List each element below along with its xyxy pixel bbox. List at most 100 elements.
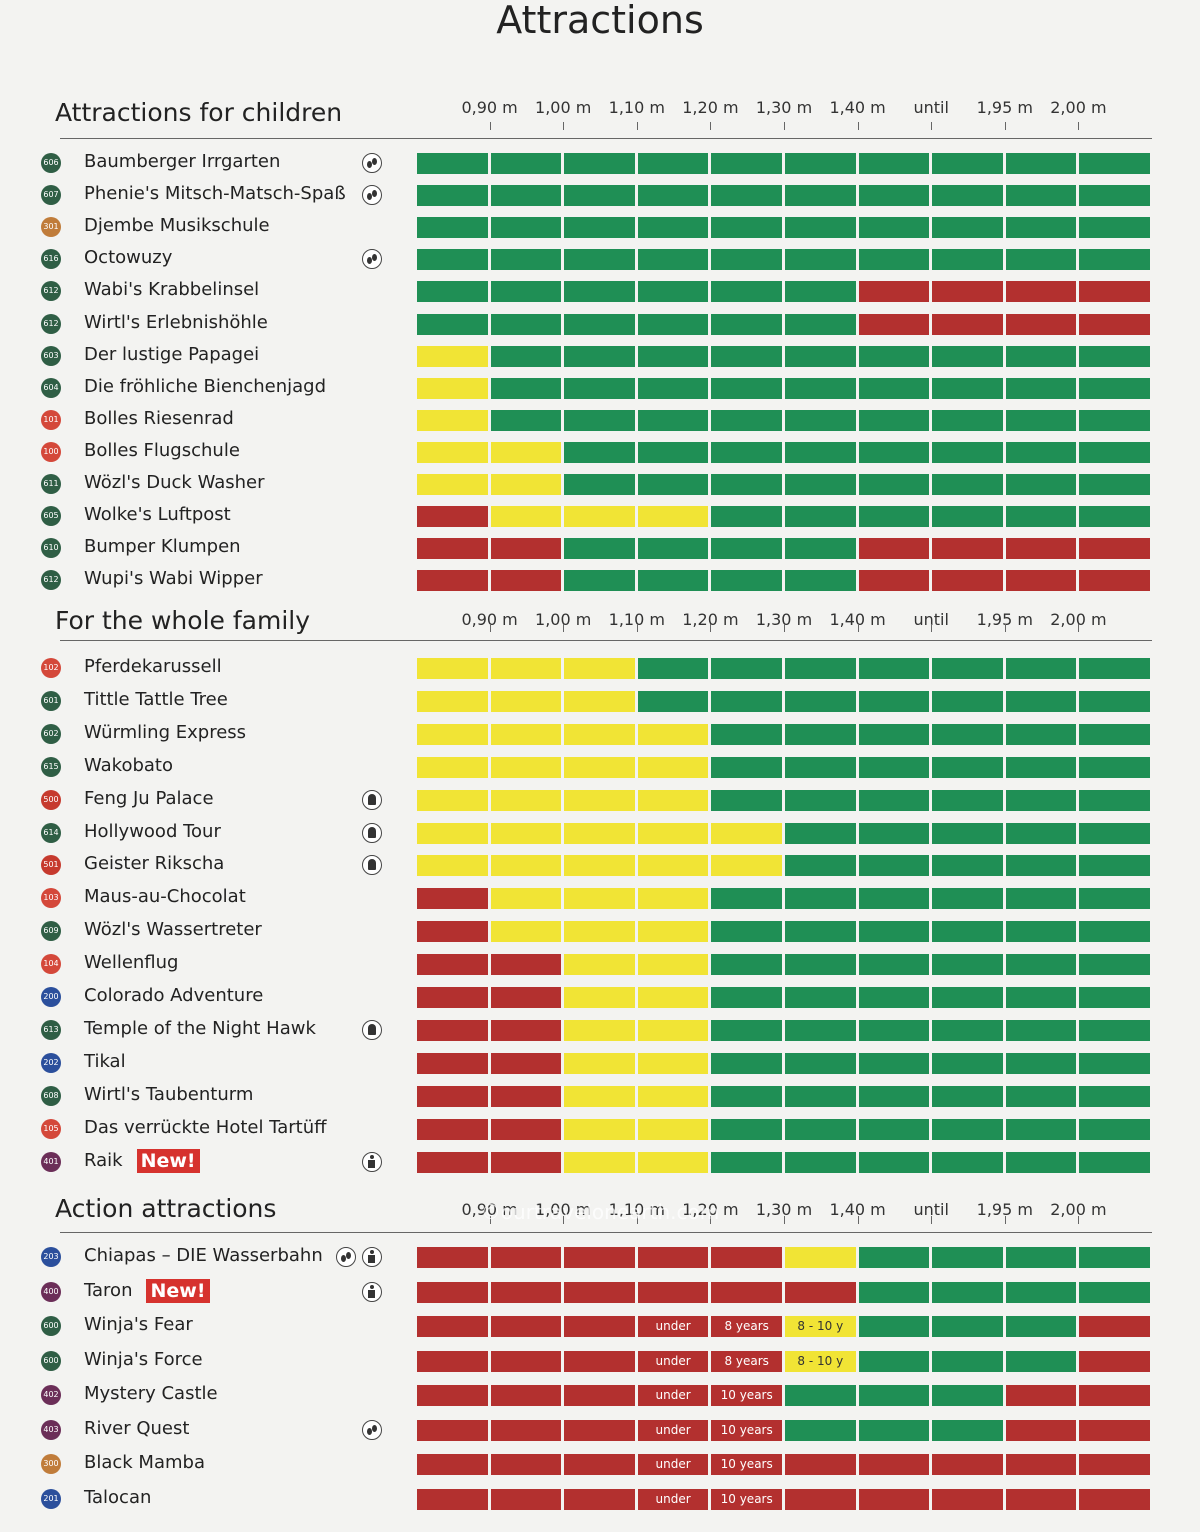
cell [564, 538, 635, 560]
cell [564, 185, 635, 207]
cell [932, 1085, 1003, 1107]
cell [858, 690, 930, 712]
cell [858, 281, 930, 303]
watermark: ©ourtravelonearth.com [480, 1200, 720, 1224]
cell [858, 1488, 930, 1510]
attraction-name: Raik [84, 1149, 123, 1171]
cell [564, 1281, 635, 1303]
cell [564, 855, 635, 877]
cell [932, 921, 1003, 943]
cell [637, 1052, 709, 1074]
cell [490, 1316, 562, 1337]
cell [711, 441, 782, 463]
cell [711, 474, 782, 495]
cell [490, 345, 562, 367]
column-label: 1,00 m [535, 1200, 592, 1219]
cell [711, 822, 782, 844]
cell [858, 345, 930, 367]
cell [1079, 789, 1150, 811]
cell [858, 153, 930, 174]
cell [564, 1247, 635, 1268]
badge: 603 [41, 345, 61, 366]
cell [1079, 1419, 1150, 1441]
cell [785, 185, 856, 207]
cell [637, 690, 709, 712]
cell [1079, 506, 1150, 528]
cell [417, 570, 488, 592]
column-label: 2,00 m [1050, 98, 1107, 117]
cell [932, 855, 1003, 877]
cell [490, 217, 562, 239]
cell [785, 281, 856, 303]
cell [1079, 690, 1150, 712]
column-label: 1,30 m [755, 98, 813, 117]
cell [637, 570, 709, 592]
cell [785, 822, 856, 844]
cell [711, 1118, 782, 1140]
cell [858, 756, 930, 778]
cell [417, 1316, 488, 1337]
cell [711, 249, 782, 271]
cell [1005, 789, 1077, 811]
badge: 201 [41, 1488, 61, 1509]
cell: under [637, 1316, 709, 1337]
cell [637, 409, 709, 431]
attraction-name: Tittle Tattle Tree [84, 688, 228, 710]
cell [785, 1085, 856, 1107]
column-tick [857, 1216, 859, 1224]
badge: 607 [41, 185, 61, 206]
cell: 10 years [711, 1385, 782, 1406]
cell [858, 658, 930, 679]
section-title: Attractions for children [55, 98, 343, 127]
cell [490, 377, 562, 399]
icon-water [362, 1419, 382, 1440]
column-tick [1078, 624, 1080, 632]
cell [1079, 1385, 1150, 1406]
drop [372, 254, 377, 262]
column-label: 1,30 m [755, 610, 813, 629]
cell [785, 153, 856, 174]
cell [785, 987, 856, 1008]
cell [417, 855, 488, 877]
attraction-name: Mystery Castle [84, 1383, 218, 1404]
attraction-name: Hollywood Tour [84, 820, 221, 842]
cell [785, 1488, 856, 1510]
cell [417, 441, 488, 463]
badge: 612 [41, 313, 61, 334]
cell [564, 723, 635, 745]
cell [564, 441, 635, 463]
cell [1005, 185, 1077, 207]
column-label: until [913, 98, 949, 117]
cell [1005, 153, 1077, 174]
cell [858, 789, 930, 811]
cell [637, 789, 709, 811]
cell [417, 789, 488, 811]
cell [1079, 249, 1150, 271]
cell [1005, 570, 1077, 592]
attraction-name: Phenie's Mitsch-Matsch-Spaß [84, 183, 346, 205]
icon-person [362, 1281, 382, 1302]
cell [490, 249, 562, 271]
cell [932, 409, 1003, 431]
cell [785, 345, 856, 367]
cell [637, 1085, 709, 1107]
cell [1079, 1052, 1150, 1074]
cell [932, 345, 1003, 367]
cell [1005, 1052, 1077, 1074]
cell [417, 249, 488, 271]
cell [417, 1454, 488, 1475]
drop [372, 1424, 377, 1432]
cell [417, 1281, 488, 1303]
cell [417, 313, 488, 335]
cell [637, 756, 709, 778]
column-tick [1004, 1216, 1006, 1224]
badge: 301 [41, 217, 61, 238]
cell [637, 249, 709, 271]
cell [932, 954, 1003, 976]
cell [932, 1488, 1003, 1510]
cell [711, 506, 782, 528]
drop [367, 1427, 372, 1435]
attraction-name: Tikal [84, 1050, 126, 1072]
drop [367, 161, 372, 168]
cell [417, 506, 488, 528]
